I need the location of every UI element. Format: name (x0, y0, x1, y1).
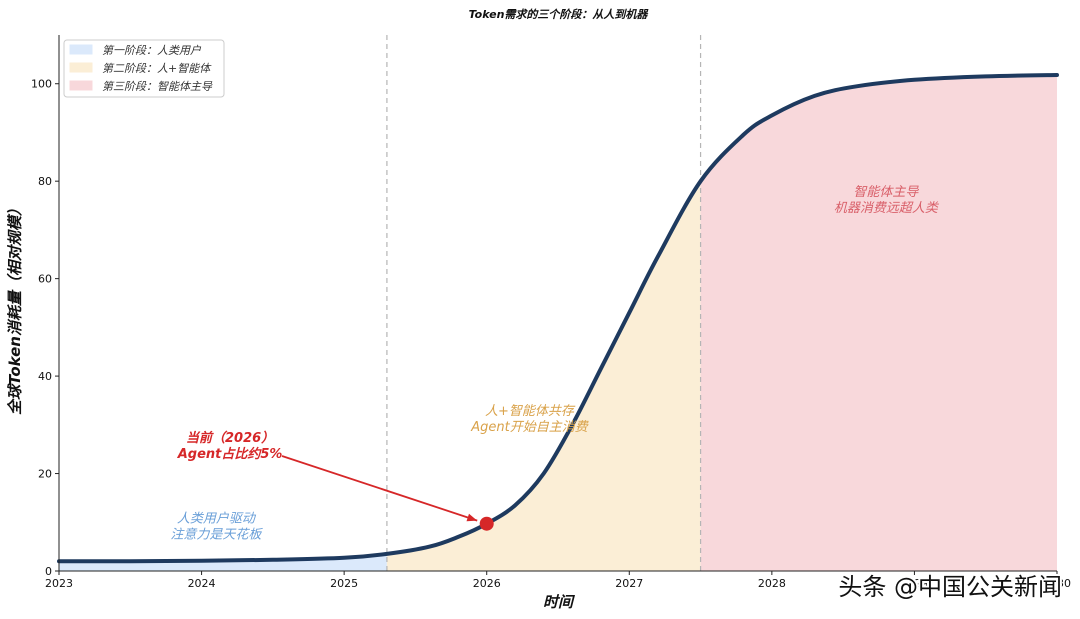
current-arrow-line (281, 455, 478, 522)
token-demand-curve (57, 73, 1059, 564)
legend-box (63, 39, 225, 98)
legend-label-phase1: 第一阶段：人类用户 (102, 44, 202, 57)
x-tick-label: 2027 (615, 577, 643, 590)
phase-area-2 (386, 181, 701, 571)
phase-area-3 (700, 75, 1057, 571)
x-tick-label: 2025 (330, 577, 358, 590)
y-tick-label: 100 (31, 78, 52, 91)
x-ticks: 2023 2024 2025 2026 2027 2028 2029 2030 (45, 571, 1071, 590)
annotation-4: 当前（2026） Agent占比约5% (177, 430, 283, 462)
x-tick-label: 2029 (900, 577, 928, 590)
y-tick-label: 60 (38, 273, 52, 286)
legend-swatch-phase1 (69, 44, 93, 55)
y-tick-label: 20 (38, 468, 52, 481)
legend-swatch-phase3 (69, 80, 93, 91)
legend: 第一阶段：人类用户 第二阶段：人+智能体 第三阶段：智能体主导 (63, 39, 225, 98)
x-tick-label: 2024 (188, 577, 216, 590)
annotations: 人类用户驱动注意力是天花板 人+智能体共存 Agent开始自主消费 智能体主导机器消费… (170, 185, 940, 542)
y-tick-label: 80 (38, 175, 52, 188)
annotation-2: 人+智能体共存 Agent开始自主消费 (470, 404, 588, 435)
annotation-1: 人类用户驱动注意力是天花板 (170, 511, 263, 542)
axes (58, 35, 1057, 572)
legend-swatch-phase2 (69, 62, 93, 73)
y-axis-label: 全球Token消耗量（相对规模） (6, 201, 24, 415)
current-arrow (281, 455, 478, 522)
annotation-3: 智能体主导机器消费远超人类 (834, 185, 940, 216)
chart-title: Token需求的三个阶段：从人到机器 (469, 8, 650, 21)
current-arrow-head (466, 513, 478, 522)
x-tick-label: 2023 (45, 577, 73, 590)
x-tick-label: 2028 (758, 577, 786, 590)
x-tick-label: 2026 (473, 577, 501, 590)
legend-label-phase3: 第三阶段：智能体主导 (102, 80, 213, 93)
y-tick-label: 40 (38, 370, 52, 383)
x-tick-label: 2030 (1043, 577, 1071, 590)
watermark: 头条 @中国公关新闻 (838, 573, 1062, 601)
current-point-marker (479, 516, 494, 531)
x-axis-label: 时间 (543, 593, 576, 611)
legend-label-phase2: 第二阶段：人+智能体 (102, 62, 212, 75)
y-tick-label: 0 (45, 565, 52, 578)
y-ticks: 0 20 40 60 80 100 (31, 78, 59, 578)
phase-areas (59, 75, 1057, 571)
